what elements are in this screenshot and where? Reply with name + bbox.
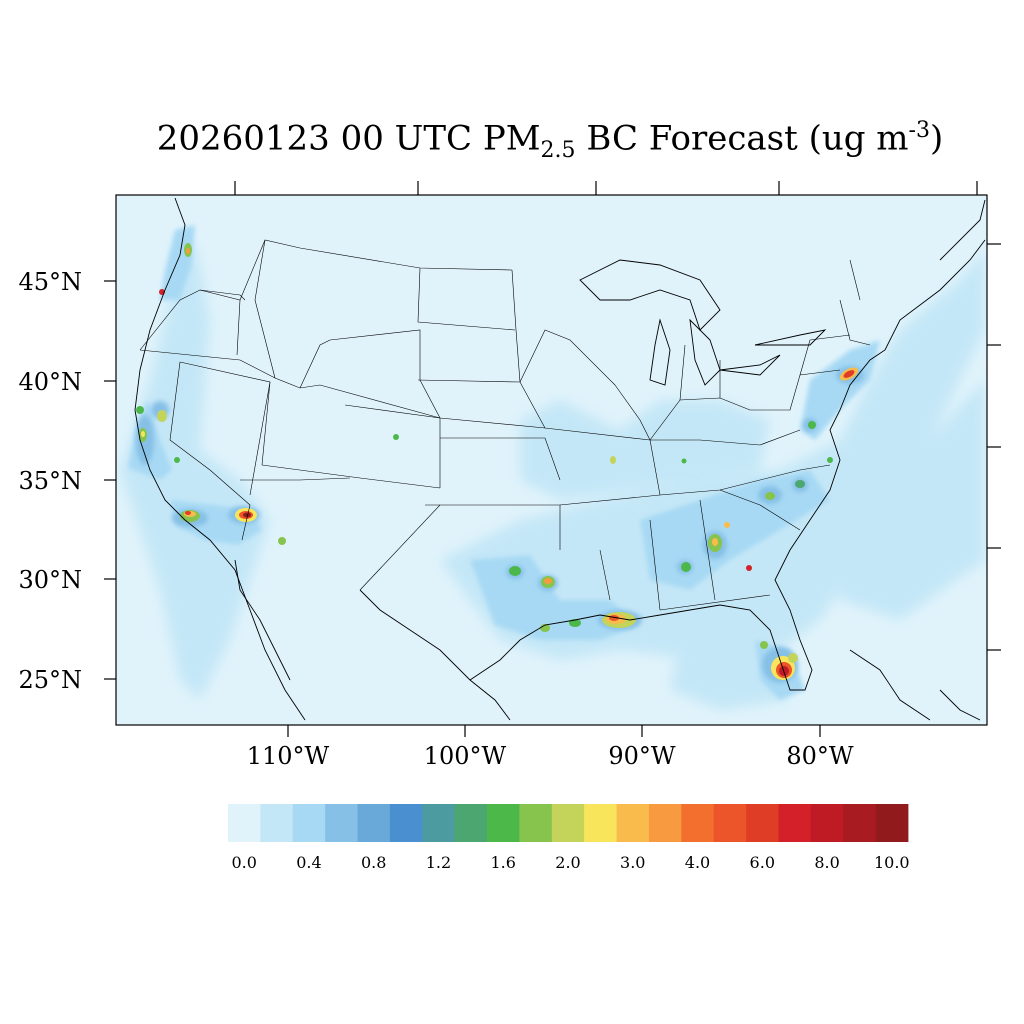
colorbar-tick-label: 0.8 — [360, 853, 387, 872]
colorbar-tick-label: 2.0 — [555, 853, 581, 872]
colorbar-swatch — [648, 804, 682, 842]
colorbar-tick-label: 10.0 — [873, 853, 910, 872]
colorbar-swatch — [584, 804, 617, 842]
colorbar-swatch — [681, 804, 715, 842]
colorbar-swatch — [810, 804, 844, 842]
lon-label-80w: 80°W — [786, 742, 854, 770]
colorbar-swatch — [389, 804, 423, 842]
colorbar-tick-label: 3.0 — [620, 853, 646, 872]
colorbar-tick-label: 0.4 — [296, 853, 322, 872]
colorbar-swatch — [487, 804, 520, 842]
map-title: 20260123 00 UTC PM2.5 BC Forecast (ug m-… — [156, 118, 944, 164]
hotspots — [136, 243, 859, 680]
lat-label-35: 35°N — [18, 467, 82, 495]
lat-label-30: 30°N — [18, 566, 82, 594]
colorbar-tick-label: 1.2 — [425, 853, 452, 872]
colorbar-tick-label: 1.6 — [490, 853, 516, 872]
colorbar — [228, 804, 909, 842]
axis-ticks — [104, 181, 1001, 737]
colorbar-swatch — [616, 804, 650, 842]
colorbar-swatch — [746, 804, 779, 842]
lon-label-90w: 90°W — [608, 742, 676, 770]
colorbar-swatch — [843, 804, 877, 842]
lon-label-100w: 100°W — [423, 742, 507, 770]
colorbar-swatch — [519, 804, 553, 842]
colorbar-swatch — [260, 804, 294, 842]
lat-label-25: 25°N — [18, 666, 82, 694]
colorbar-swatch — [422, 804, 456, 842]
colorbar-swatch — [551, 804, 585, 842]
lat-label-40: 40°N — [18, 368, 82, 396]
state-boundaries — [139, 239, 871, 611]
colorbar-swatch — [875, 804, 909, 842]
colorbar-tick-label: 0.0 — [231, 853, 257, 872]
colorbar-tick-label: 8.0 — [814, 853, 840, 872]
colorbar-swatch — [325, 804, 358, 842]
colorbar-tick-label: 6.0 — [749, 853, 775, 872]
concentration-field — [120, 240, 985, 710]
coastlines — [134, 197, 986, 721]
colorbar-swatch — [454, 804, 488, 842]
colorbar-swatch — [292, 804, 326, 842]
colorbar-swatch — [713, 804, 747, 842]
lon-label-110w: 110°W — [246, 742, 330, 770]
colorbar-tick-label: 4.0 — [684, 853, 711, 872]
map-frame — [115, 194, 988, 726]
colorbar-swatch — [778, 804, 812, 842]
colorbar-swatch — [357, 804, 391, 842]
colorbar-swatch — [228, 804, 261, 842]
lat-label-45: 45°N — [18, 268, 82, 296]
